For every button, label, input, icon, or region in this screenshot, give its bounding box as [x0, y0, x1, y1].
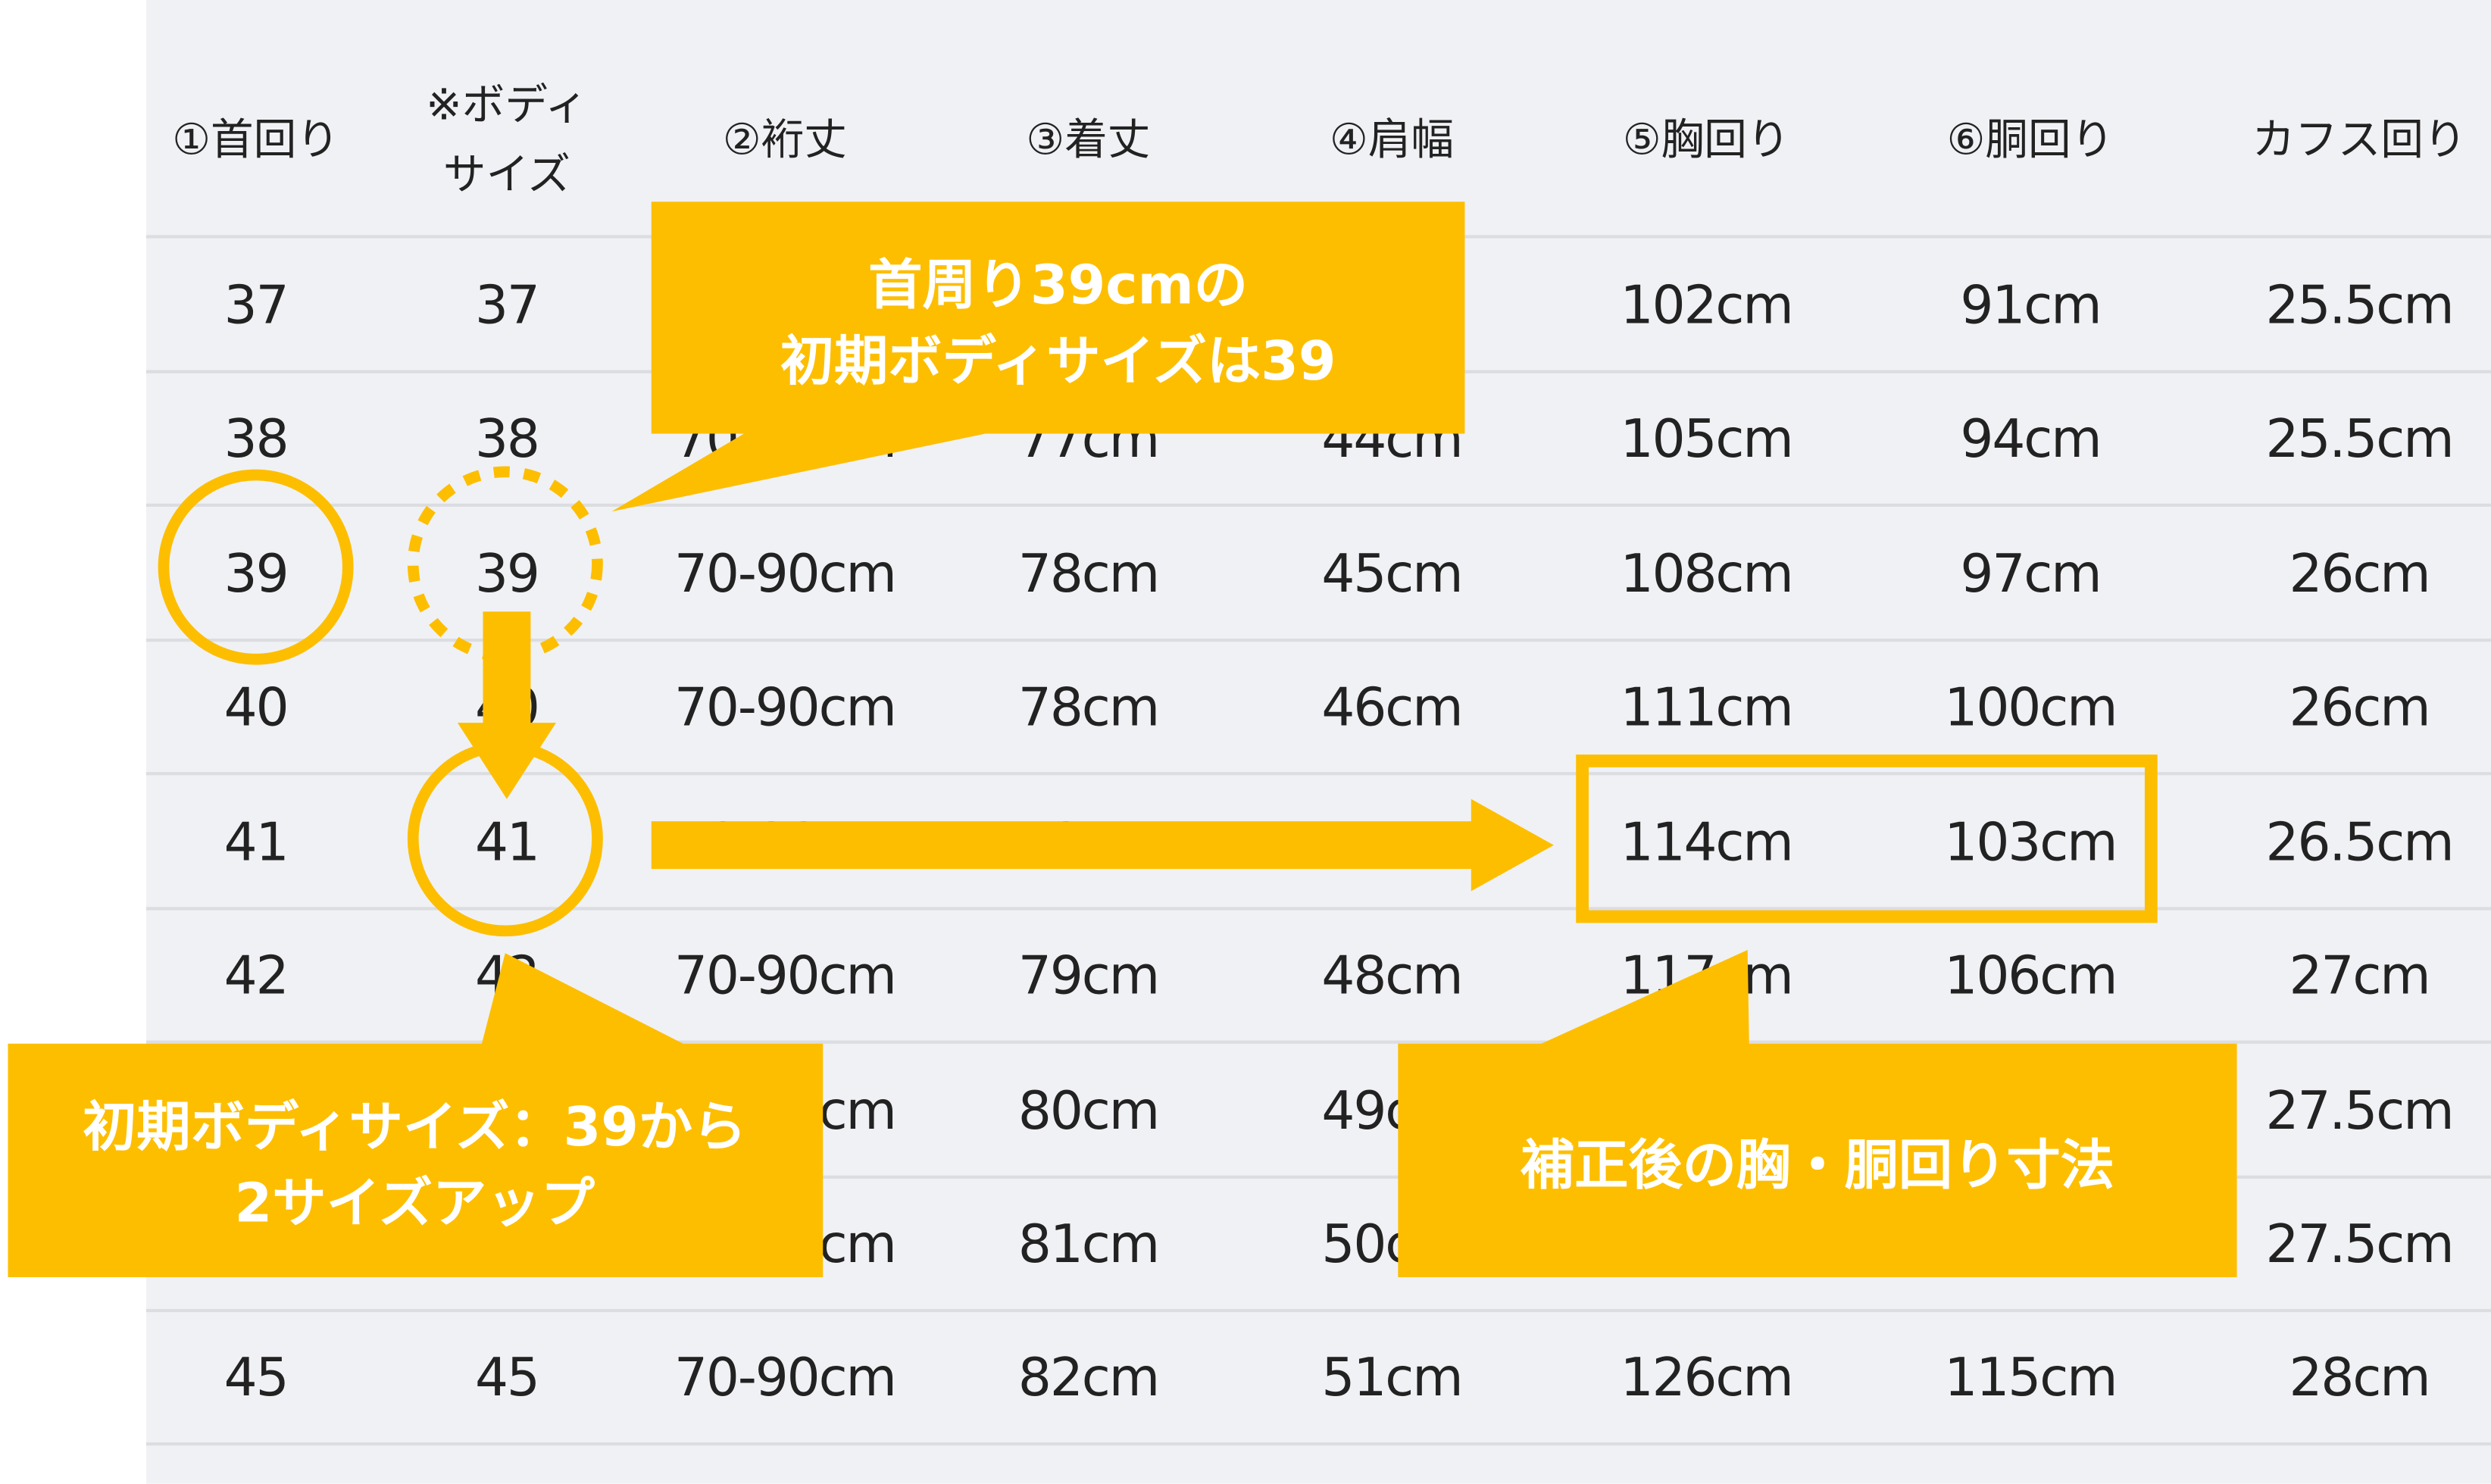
- table-cell: 97cm: [1960, 542, 2102, 604]
- table-cell: 37: [475, 273, 540, 336]
- highlight-circle-body-39-dashed: [407, 466, 603, 662]
- table-cell: 79cm: [1017, 944, 1160, 1007]
- table-cell: 70-90cm: [674, 676, 897, 739]
- callout-top-box: [651, 202, 1465, 434]
- table-cell: 102cm: [1620, 273, 1794, 336]
- table-cell: 80cm: [1017, 1078, 1160, 1141]
- callout-bottom-left-box: [8, 1043, 824, 1277]
- table-cell: 106cm: [1944, 944, 2118, 1007]
- table-cell: 111cm: [1620, 676, 1794, 739]
- table-cell: 26cm: [2289, 676, 2430, 739]
- table-cell: 25.5cm: [2265, 273, 2455, 336]
- table-cell: 82cm: [1017, 1346, 1160, 1408]
- table-cell: 26cm: [2289, 542, 2430, 604]
- column-header: ⑤胸回り: [1622, 116, 1790, 166]
- callout-top-text: 首周り39cmの 初期ボディサイズは39: [780, 248, 1336, 400]
- table-cell: 78cm: [1017, 542, 1160, 604]
- row-divider: [145, 1308, 2491, 1313]
- table-cell: 45: [223, 1346, 289, 1408]
- table-cell: 70-90cm: [674, 542, 897, 604]
- table-cell: 70-90cm: [674, 944, 897, 1007]
- column-header: ※ボディ サイズ: [426, 80, 588, 201]
- table-cell: 42: [223, 944, 289, 1007]
- row-divider: [145, 503, 2491, 507]
- table-cell: 41: [475, 810, 540, 873]
- table-cell: 46cm: [1321, 676, 1463, 739]
- column-header: ④肩幅: [1329, 116, 1454, 166]
- arrow-down-shaft: [483, 611, 531, 726]
- callout-bottom-right-text: 補正後の胸・胴回り寸法: [1521, 1128, 2114, 1204]
- table-cell: 40: [223, 676, 289, 739]
- callout-bottom-left-line-2: 2サイズアップ: [234, 1172, 595, 1236]
- table-cell: 39: [223, 542, 289, 604]
- table-cell: 27.5cm: [2265, 1213, 2455, 1275]
- table-cell: 81cm: [1017, 1213, 1160, 1275]
- table-cell: 126cm: [1620, 1346, 1794, 1408]
- callout-top-line-2: 初期ボディサイズは39: [780, 330, 1336, 395]
- table-cell: 28cm: [2289, 1346, 2430, 1408]
- table-cell: 26.5cm: [2265, 810, 2455, 873]
- highlight-circle-neck-39: [158, 469, 354, 665]
- callout-bottom-left-line-1: 初期ボディサイズ：39から: [83, 1095, 747, 1160]
- table-cell: 51cm: [1321, 1346, 1463, 1408]
- row-divider: [145, 638, 2491, 642]
- column-header: ③着丈: [1026, 116, 1151, 166]
- row-divider: [145, 1040, 2491, 1044]
- table-cell: 78cm: [1017, 676, 1160, 739]
- table-cell: 27cm: [2289, 944, 2430, 1007]
- table-cell: 70-90cm: [674, 1346, 897, 1408]
- callout-bottom-right-box: [1398, 1043, 2237, 1277]
- callout-bottom-right-tail: [1537, 950, 1749, 1045]
- table-cell: 41: [223, 810, 289, 873]
- column-header: ①首回り: [172, 116, 339, 166]
- callout-bottom-left-text: 初期ボディサイズ：39から 2サイズアップ: [83, 1090, 746, 1242]
- table-cell: 103cm: [1944, 810, 2118, 873]
- table-cell: 94cm: [1960, 407, 2102, 470]
- table-cell: 100cm: [1944, 676, 2118, 739]
- table-cell: 108cm: [1620, 542, 1794, 604]
- arrow-right-head: [1471, 798, 1554, 892]
- callout-bottom-right-line-1: 補正後の胸・胴回り寸法: [1520, 1134, 2115, 1198]
- callout-top-tail: [611, 432, 993, 512]
- callout-bottom-left-tail: [481, 953, 686, 1045]
- table-cell: 48cm: [1321, 944, 1463, 1007]
- column-header: カフス回り: [2252, 116, 2467, 166]
- column-header: ②裄丈: [722, 116, 847, 166]
- table-cell: 115cm: [1944, 1346, 2118, 1408]
- row-divider: [145, 772, 2491, 776]
- callout-top-line-1: 首周り39cmの: [868, 254, 1249, 318]
- column-header: ⑥胴回り: [1946, 116, 2114, 166]
- row-divider: [145, 907, 2491, 911]
- arrow-right-shaft: [651, 821, 1475, 870]
- table-cell: 25.5cm: [2265, 407, 2455, 470]
- row-divider: [145, 1442, 2491, 1446]
- table-cell: 38: [475, 407, 540, 470]
- arrow-down-head: [457, 723, 556, 799]
- table-cell: 45: [475, 1346, 540, 1408]
- table-cell: 37: [223, 273, 289, 336]
- row-divider: [145, 1175, 2491, 1179]
- highlight-circle-body-41: [407, 741, 603, 937]
- highlight-box-chest-waist: [1576, 754, 2158, 923]
- table-cell: 91cm: [1960, 273, 2102, 336]
- table-cell: 38: [223, 407, 289, 470]
- table-cell: 39: [475, 542, 540, 604]
- table-cell: 114cm: [1620, 810, 1794, 873]
- table-cell: 105cm: [1620, 407, 1794, 470]
- table-cell: 27.5cm: [2265, 1078, 2455, 1141]
- table-cell: 45cm: [1321, 542, 1463, 604]
